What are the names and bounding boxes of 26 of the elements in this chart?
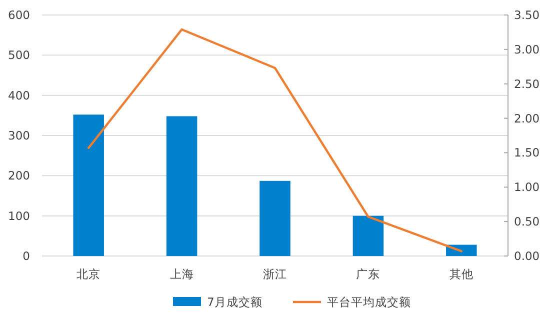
legend-label: 平台平均成交额 [327, 295, 411, 309]
y2-tick-label: 0.50 [514, 214, 540, 229]
y2-tick-label: 1.50 [514, 146, 540, 160]
y2-tick-label: 0.00 [514, 249, 540, 263]
x-tick-label: 浙江 [263, 267, 287, 281]
x-tick-label: 上海 [170, 267, 194, 281]
legend-label: 7月成交额 [207, 295, 262, 309]
x-tick-label: 广东 [356, 267, 380, 281]
bar [73, 114, 104, 256]
y-tick-label: 600 [8, 8, 30, 22]
y-tick-label: 300 [8, 128, 30, 142]
y2-tick-label: 2.00 [514, 111, 540, 126]
bar [166, 116, 198, 256]
y-tick-label: 400 [8, 88, 30, 102]
y2-tick-label: 1.00 [514, 180, 540, 194]
bar [352, 216, 384, 256]
x-tick-label: 其他 [449, 267, 474, 281]
bar [260, 180, 290, 256]
y-tick-label: 200 [8, 168, 30, 183]
y2-tick-label: 2.50 [514, 76, 540, 91]
x-tick-label: 北京 [76, 267, 101, 281]
y2-tick-label: 3.00 [514, 42, 540, 56]
y-tick-label: 100 [8, 208, 30, 223]
y-tick-label: 0 [22, 249, 30, 263]
y2-tick-label: 3.50 [514, 8, 540, 22]
y-tick-label: 500 [8, 48, 30, 62]
